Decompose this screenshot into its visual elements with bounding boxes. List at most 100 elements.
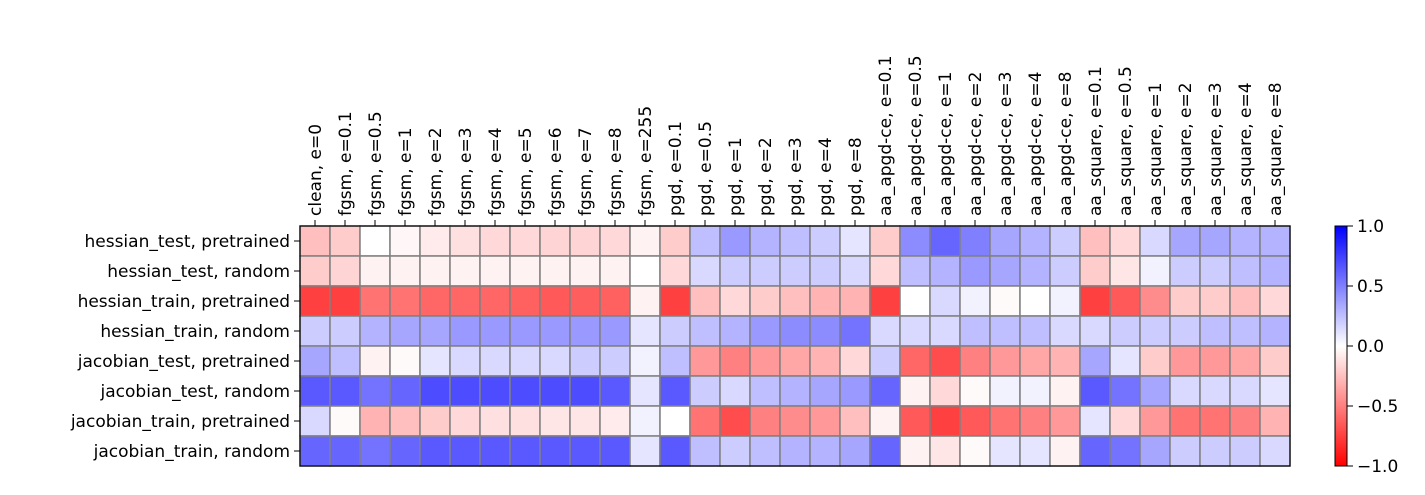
heatmap-cell xyxy=(389,345,421,377)
heatmap-cell xyxy=(1079,255,1111,287)
heatmap-cell xyxy=(899,345,931,377)
heatmap-cell xyxy=(389,315,421,347)
heatmap-cell xyxy=(389,375,421,407)
heatmap-cell xyxy=(929,345,961,377)
heatmap-cell xyxy=(1109,225,1141,257)
colorbar: 1.0 0.5 0.0 −0.5 −1.0 xyxy=(1334,217,1398,477)
heatmap-cell xyxy=(659,255,691,287)
heatmap-cell xyxy=(1019,375,1051,407)
heatmap-cell xyxy=(509,315,541,347)
heatmap-cell xyxy=(419,285,451,317)
heatmap-cell xyxy=(959,405,991,437)
heatmap-cell xyxy=(989,315,1021,347)
heatmap-cell xyxy=(1019,315,1051,347)
x-tick-label: fgsm, e=4 xyxy=(486,127,506,216)
heatmap-cell xyxy=(719,435,751,467)
heatmap-cell xyxy=(1049,375,1081,407)
heatmap-cell xyxy=(599,225,631,257)
heatmap-cell xyxy=(1229,435,1261,467)
y-tick-label: hessian_train, random xyxy=(100,322,290,342)
heatmap-cell xyxy=(479,315,511,347)
heatmap-cell xyxy=(1199,225,1231,257)
heatmap-cell xyxy=(1259,375,1291,407)
heatmap-cell xyxy=(449,255,481,287)
heatmap-cell xyxy=(1199,285,1231,317)
heatmap-cell xyxy=(809,345,841,377)
heatmap-cell xyxy=(359,435,391,467)
heatmap-cell xyxy=(599,255,631,287)
y-tick-label: hessian_train, pretrained xyxy=(78,292,290,312)
heatmap-cell xyxy=(539,435,571,467)
heatmap-cell xyxy=(359,225,391,257)
heatmap-cell xyxy=(839,405,871,437)
heatmap-cell xyxy=(449,375,481,407)
heatmap-cell xyxy=(1139,225,1171,257)
heatmap-cell xyxy=(539,225,571,257)
heatmap-cell xyxy=(419,375,451,407)
heatmap-cell xyxy=(629,405,661,437)
x-tick-label: pgd, e=0.5 xyxy=(696,121,716,216)
heatmap-cell xyxy=(509,435,541,467)
heatmap-cell xyxy=(659,405,691,437)
heatmap-cell xyxy=(659,315,691,347)
heatmap-cell xyxy=(359,255,391,287)
heatmap-cell xyxy=(479,345,511,377)
x-tick-label: aa_square, e=0.1 xyxy=(1086,66,1106,216)
heatmap-cell xyxy=(419,225,451,257)
heatmap-cell xyxy=(959,435,991,467)
heatmap-cell xyxy=(869,345,901,377)
x-tick-label: aa_square, e=2 xyxy=(1176,82,1196,216)
heatmap-cell xyxy=(1169,405,1201,437)
heatmap-cell xyxy=(569,315,601,347)
heatmap-cell xyxy=(299,435,331,467)
x-tick-label: aa_apgd-ce, e=4 xyxy=(1026,72,1046,216)
heatmap-cell xyxy=(1229,315,1261,347)
heatmap-cell xyxy=(989,405,1021,437)
heatmap-cell xyxy=(1049,285,1081,317)
heatmap-cell xyxy=(389,435,421,467)
heatmap-cell xyxy=(1109,315,1141,347)
x-tick-label: fgsm, e=1 xyxy=(396,127,416,216)
heatmap-cell xyxy=(329,255,361,287)
heatmap-cell xyxy=(749,405,781,437)
heatmap-cell xyxy=(1109,435,1141,467)
heatmap-cell xyxy=(479,435,511,467)
y-tick-label: jacobian_test, random xyxy=(100,382,290,402)
heatmap-cell xyxy=(599,345,631,377)
heatmap-cell xyxy=(989,435,1021,467)
heatmap-cell xyxy=(989,285,1021,317)
heatmap-cell xyxy=(1199,375,1231,407)
heatmap-cell xyxy=(539,285,571,317)
heatmap-cell xyxy=(1079,435,1111,467)
heatmap-cell xyxy=(869,315,901,347)
heatmap-cell xyxy=(329,375,361,407)
heatmap-cell xyxy=(329,225,361,257)
heatmap-cell xyxy=(1109,405,1141,437)
heatmap-cell xyxy=(329,345,361,377)
heatmap-cell xyxy=(1199,435,1231,467)
heatmap-cell xyxy=(509,255,541,287)
heatmap-cell xyxy=(689,255,721,287)
heatmap-cell xyxy=(299,255,331,287)
heatmap-cell xyxy=(569,255,601,287)
heatmap-cell xyxy=(1139,315,1171,347)
x-tick-label: aa_apgd-ce, e=0.1 xyxy=(876,55,896,216)
heatmap-cell xyxy=(839,435,871,467)
heatmap-cell xyxy=(899,225,931,257)
heatmap-cell xyxy=(1259,255,1291,287)
heatmap-cell xyxy=(569,345,601,377)
heatmap-cell xyxy=(299,225,331,257)
heatmap-cell xyxy=(449,405,481,437)
heatmap-cell xyxy=(389,285,421,317)
y-tick-label: jacobian_train, pretrained xyxy=(70,412,290,432)
heatmap-cell xyxy=(539,405,571,437)
x-tick-label: fgsm, e=6 xyxy=(546,127,566,216)
heatmap-cell xyxy=(749,315,781,347)
heatmap-cell xyxy=(329,285,361,317)
heatmap-cell xyxy=(1169,435,1201,467)
heatmap-cell xyxy=(689,225,721,257)
colorbar-tick-label: 0.5 xyxy=(1357,277,1384,297)
heatmap-cell xyxy=(1199,345,1231,377)
heatmap-cell xyxy=(779,285,811,317)
